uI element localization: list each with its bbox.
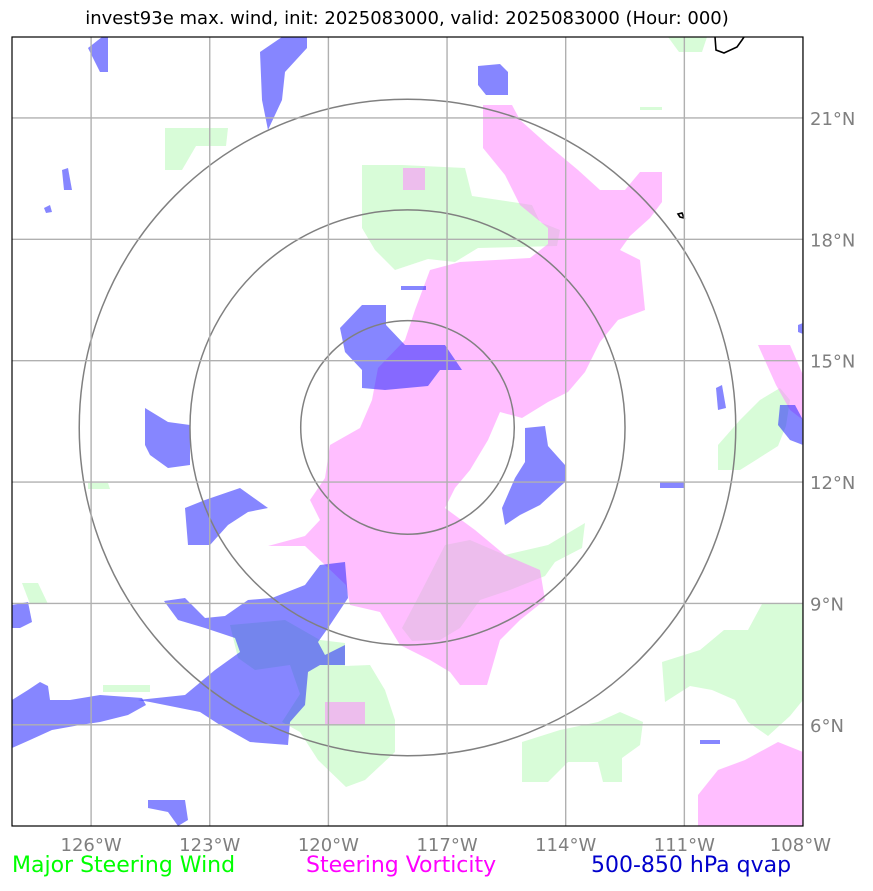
qvap-area (478, 64, 508, 95)
coastline (676, 37, 745, 220)
wind-area (662, 604, 803, 736)
vorticity-area (268, 105, 662, 685)
lat-tick-label: 9°N (810, 594, 844, 615)
lat-tick-label: 18°N (810, 230, 855, 251)
map-plot-area (12, 37, 803, 826)
wind-area (668, 37, 707, 52)
lon-tick-label: 123°W (179, 835, 240, 856)
qvap-layer (12, 37, 803, 826)
wind-area (640, 107, 662, 110)
legend-steering-vorticity: Steering Vorticity (306, 853, 497, 878)
qvap-area (145, 408, 190, 468)
qvap-area (62, 168, 72, 190)
wind-area (522, 712, 643, 782)
wind-area (103, 685, 150, 692)
lon-tick-label: 114°W (535, 835, 596, 856)
range-ring (78, 98, 737, 757)
vorticity-area (325, 702, 365, 724)
wind-area (362, 165, 560, 270)
vorticity-area (758, 345, 803, 420)
vorticity-area (403, 168, 425, 190)
coastline-segment (714, 37, 745, 54)
qvap-area (716, 385, 726, 410)
wind-area (718, 388, 790, 470)
wind-area (22, 583, 48, 604)
qvap-area (12, 602, 32, 628)
lat-axis-labels: 6°N 9°N 12°N 15°N 18°N 21°N (810, 109, 855, 737)
lon-tick-label: 111°W (654, 835, 715, 856)
qvap-area (260, 37, 307, 130)
qvap-area (798, 323, 803, 334)
wind-area (88, 483, 110, 489)
lon-tick-label: 117°W (416, 835, 477, 856)
qvap-area (502, 426, 565, 525)
vorticity-area (698, 742, 803, 826)
qvap-area (88, 37, 108, 72)
qvap-area (401, 286, 426, 290)
qvap-area (148, 800, 188, 826)
gridlines (12, 37, 803, 826)
wind-area (165, 128, 228, 170)
range-ring (299, 319, 516, 535)
range-ring (189, 209, 626, 646)
qvap-area (340, 305, 462, 390)
legend-steering-wind: Major Steering Wind (12, 853, 236, 878)
map-frame (11, 36, 804, 827)
qvap-area (138, 562, 348, 745)
qvap-area (44, 205, 52, 213)
lon-tick-label: 108°W (770, 835, 831, 856)
lon-axis-labels: 126°W 123°W 120°W 117°W 114°W 111°W 108°W (61, 835, 832, 856)
qvap-area (700, 740, 720, 744)
qvap-area (660, 482, 684, 488)
legend-qvap: 500-850 hPa qvap (591, 853, 792, 878)
lat-tick-label: 15°N (810, 352, 855, 373)
map-title: invest93e max. wind, init: 2025083000, v… (85, 8, 729, 29)
range-rings (78, 98, 737, 757)
lat-tick-label: 12°N (810, 473, 855, 494)
coastline-segment (676, 212, 686, 220)
lat-tick-label: 21°N (810, 109, 855, 130)
lon-tick-label: 126°W (61, 835, 122, 856)
lat-tick-label: 6°N (810, 716, 844, 737)
vorticity-layer (268, 105, 803, 826)
qvap-area (185, 488, 268, 545)
qvap-area (12, 682, 146, 748)
qvap-area (778, 405, 803, 445)
lon-tick-label: 120°W (298, 835, 359, 856)
